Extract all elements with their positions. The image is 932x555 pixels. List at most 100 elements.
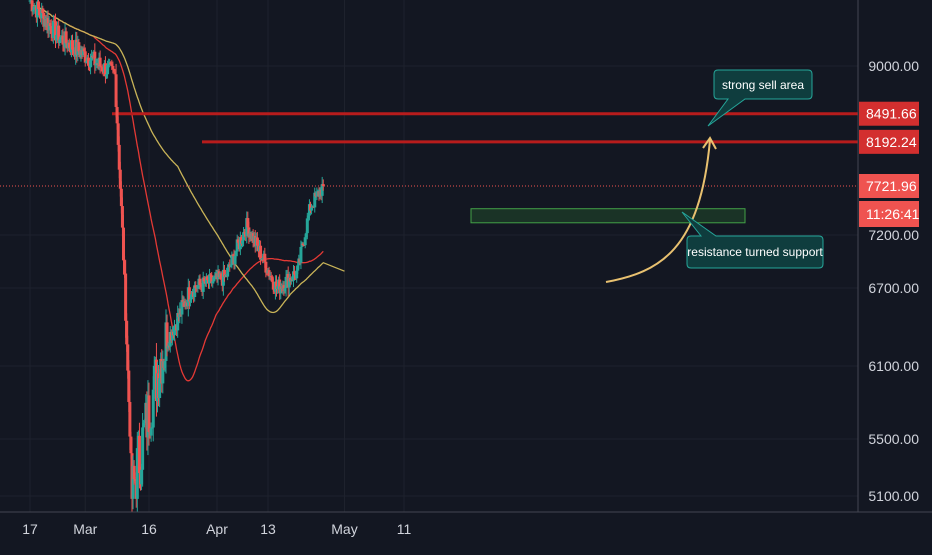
candle-body[interactable] [125,320,129,345]
candle-body[interactable] [135,448,139,499]
candle-body[interactable] [57,25,61,44]
candle[interactable] [103,56,107,84]
candle-body[interactable] [109,62,113,64]
candle-body[interactable] [90,55,94,61]
candle[interactable] [57,20,61,49]
candle-body[interactable] [173,325,176,336]
candle-body[interactable] [276,286,280,289]
candle-body[interactable] [193,285,197,298]
candle-body[interactable] [61,35,65,45]
candle-body[interactable] [226,267,230,277]
candle-body[interactable] [304,233,308,238]
candle-body[interactable] [98,57,102,67]
candle-body[interactable] [246,218,250,228]
candle-body[interactable] [100,67,104,72]
candle-body[interactable] [35,1,39,18]
candle-body[interactable] [292,271,295,281]
candle[interactable] [30,0,34,17]
candle[interactable] [235,234,239,257]
candle[interactable] [180,290,184,324]
candle-body[interactable] [301,243,305,245]
candle-body[interactable] [143,420,147,424]
candle[interactable] [309,201,312,214]
candle[interactable] [321,179,325,191]
candle-body[interactable] [41,8,45,13]
candle-body[interactable] [116,123,120,145]
candle-body[interactable] [49,26,53,34]
candle-body[interactable] [83,51,87,63]
candle-body[interactable] [119,188,123,207]
candle-body[interactable] [117,144,121,170]
candle[interactable] [310,203,314,215]
candle[interactable] [315,187,319,201]
candle-body[interactable] [94,63,98,66]
candle-body[interactable] [306,215,310,219]
candle-body[interactable] [111,65,115,69]
candle-body[interactable] [267,270,271,277]
candle-body[interactable] [132,465,136,479]
candle[interactable] [173,319,176,341]
candle-body[interactable] [158,378,162,399]
candle-body[interactable] [127,370,131,402]
candle-body[interactable] [106,64,110,75]
candlestick-series[interactable] [28,0,325,517]
candle[interactable] [300,241,304,250]
candle-body[interactable] [180,300,184,315]
candle[interactable] [275,275,278,297]
candle-body[interactable] [118,169,122,189]
candle-body[interactable] [263,253,267,262]
candle[interactable] [320,176,324,204]
candle-body[interactable] [321,184,325,186]
candle[interactable] [313,187,317,213]
candle-body[interactable] [181,300,185,303]
candle-body[interactable] [204,276,208,284]
candle[interactable] [81,46,85,58]
candle-body[interactable] [241,240,244,244]
candle-body[interactable] [176,313,180,331]
candle-body[interactable] [122,227,125,261]
candle-body[interactable] [213,275,217,278]
candle-body[interactable] [235,239,239,252]
candle-body[interactable] [222,269,226,277]
candle-body[interactable] [141,427,145,470]
candle-body[interactable] [58,39,62,44]
candle-body[interactable] [149,428,153,436]
candle-body[interactable] [259,245,263,260]
candle-body[interactable] [82,48,86,52]
candle-body[interactable] [210,275,214,284]
candle[interactable] [32,2,36,14]
candle-body[interactable] [120,206,124,228]
candle[interactable] [40,2,44,25]
candle[interactable] [161,350,165,394]
candle-body[interactable] [205,276,209,280]
candle-body[interactable] [103,63,107,77]
candle-body[interactable] [201,277,205,292]
candle[interactable] [204,273,208,287]
candle-body[interactable] [128,401,132,437]
candle-body[interactable] [114,74,118,107]
candle[interactable] [176,305,180,338]
candle-body[interactable] [126,344,130,371]
candle-body[interactable] [93,51,97,66]
candle[interactable] [181,295,185,307]
candle-body[interactable] [40,8,44,19]
candle[interactable] [201,271,205,299]
candle-body[interactable] [77,42,81,52]
candle-body[interactable] [275,281,278,289]
candle-body[interactable] [287,277,291,288]
candle-body[interactable] [270,276,274,282]
candle-body[interactable] [112,68,116,72]
candle[interactable] [194,281,198,293]
candle[interactable] [83,47,87,67]
candle[interactable] [170,326,174,346]
candle-body[interactable] [123,260,127,274]
candle-body[interactable] [299,246,303,263]
candle-body[interactable] [170,331,174,341]
candle-body[interactable] [147,395,151,432]
candle-body[interactable] [84,61,88,63]
candle-body[interactable] [279,286,283,294]
candle-body[interactable] [52,20,56,22]
candle-body[interactable] [165,322,169,349]
